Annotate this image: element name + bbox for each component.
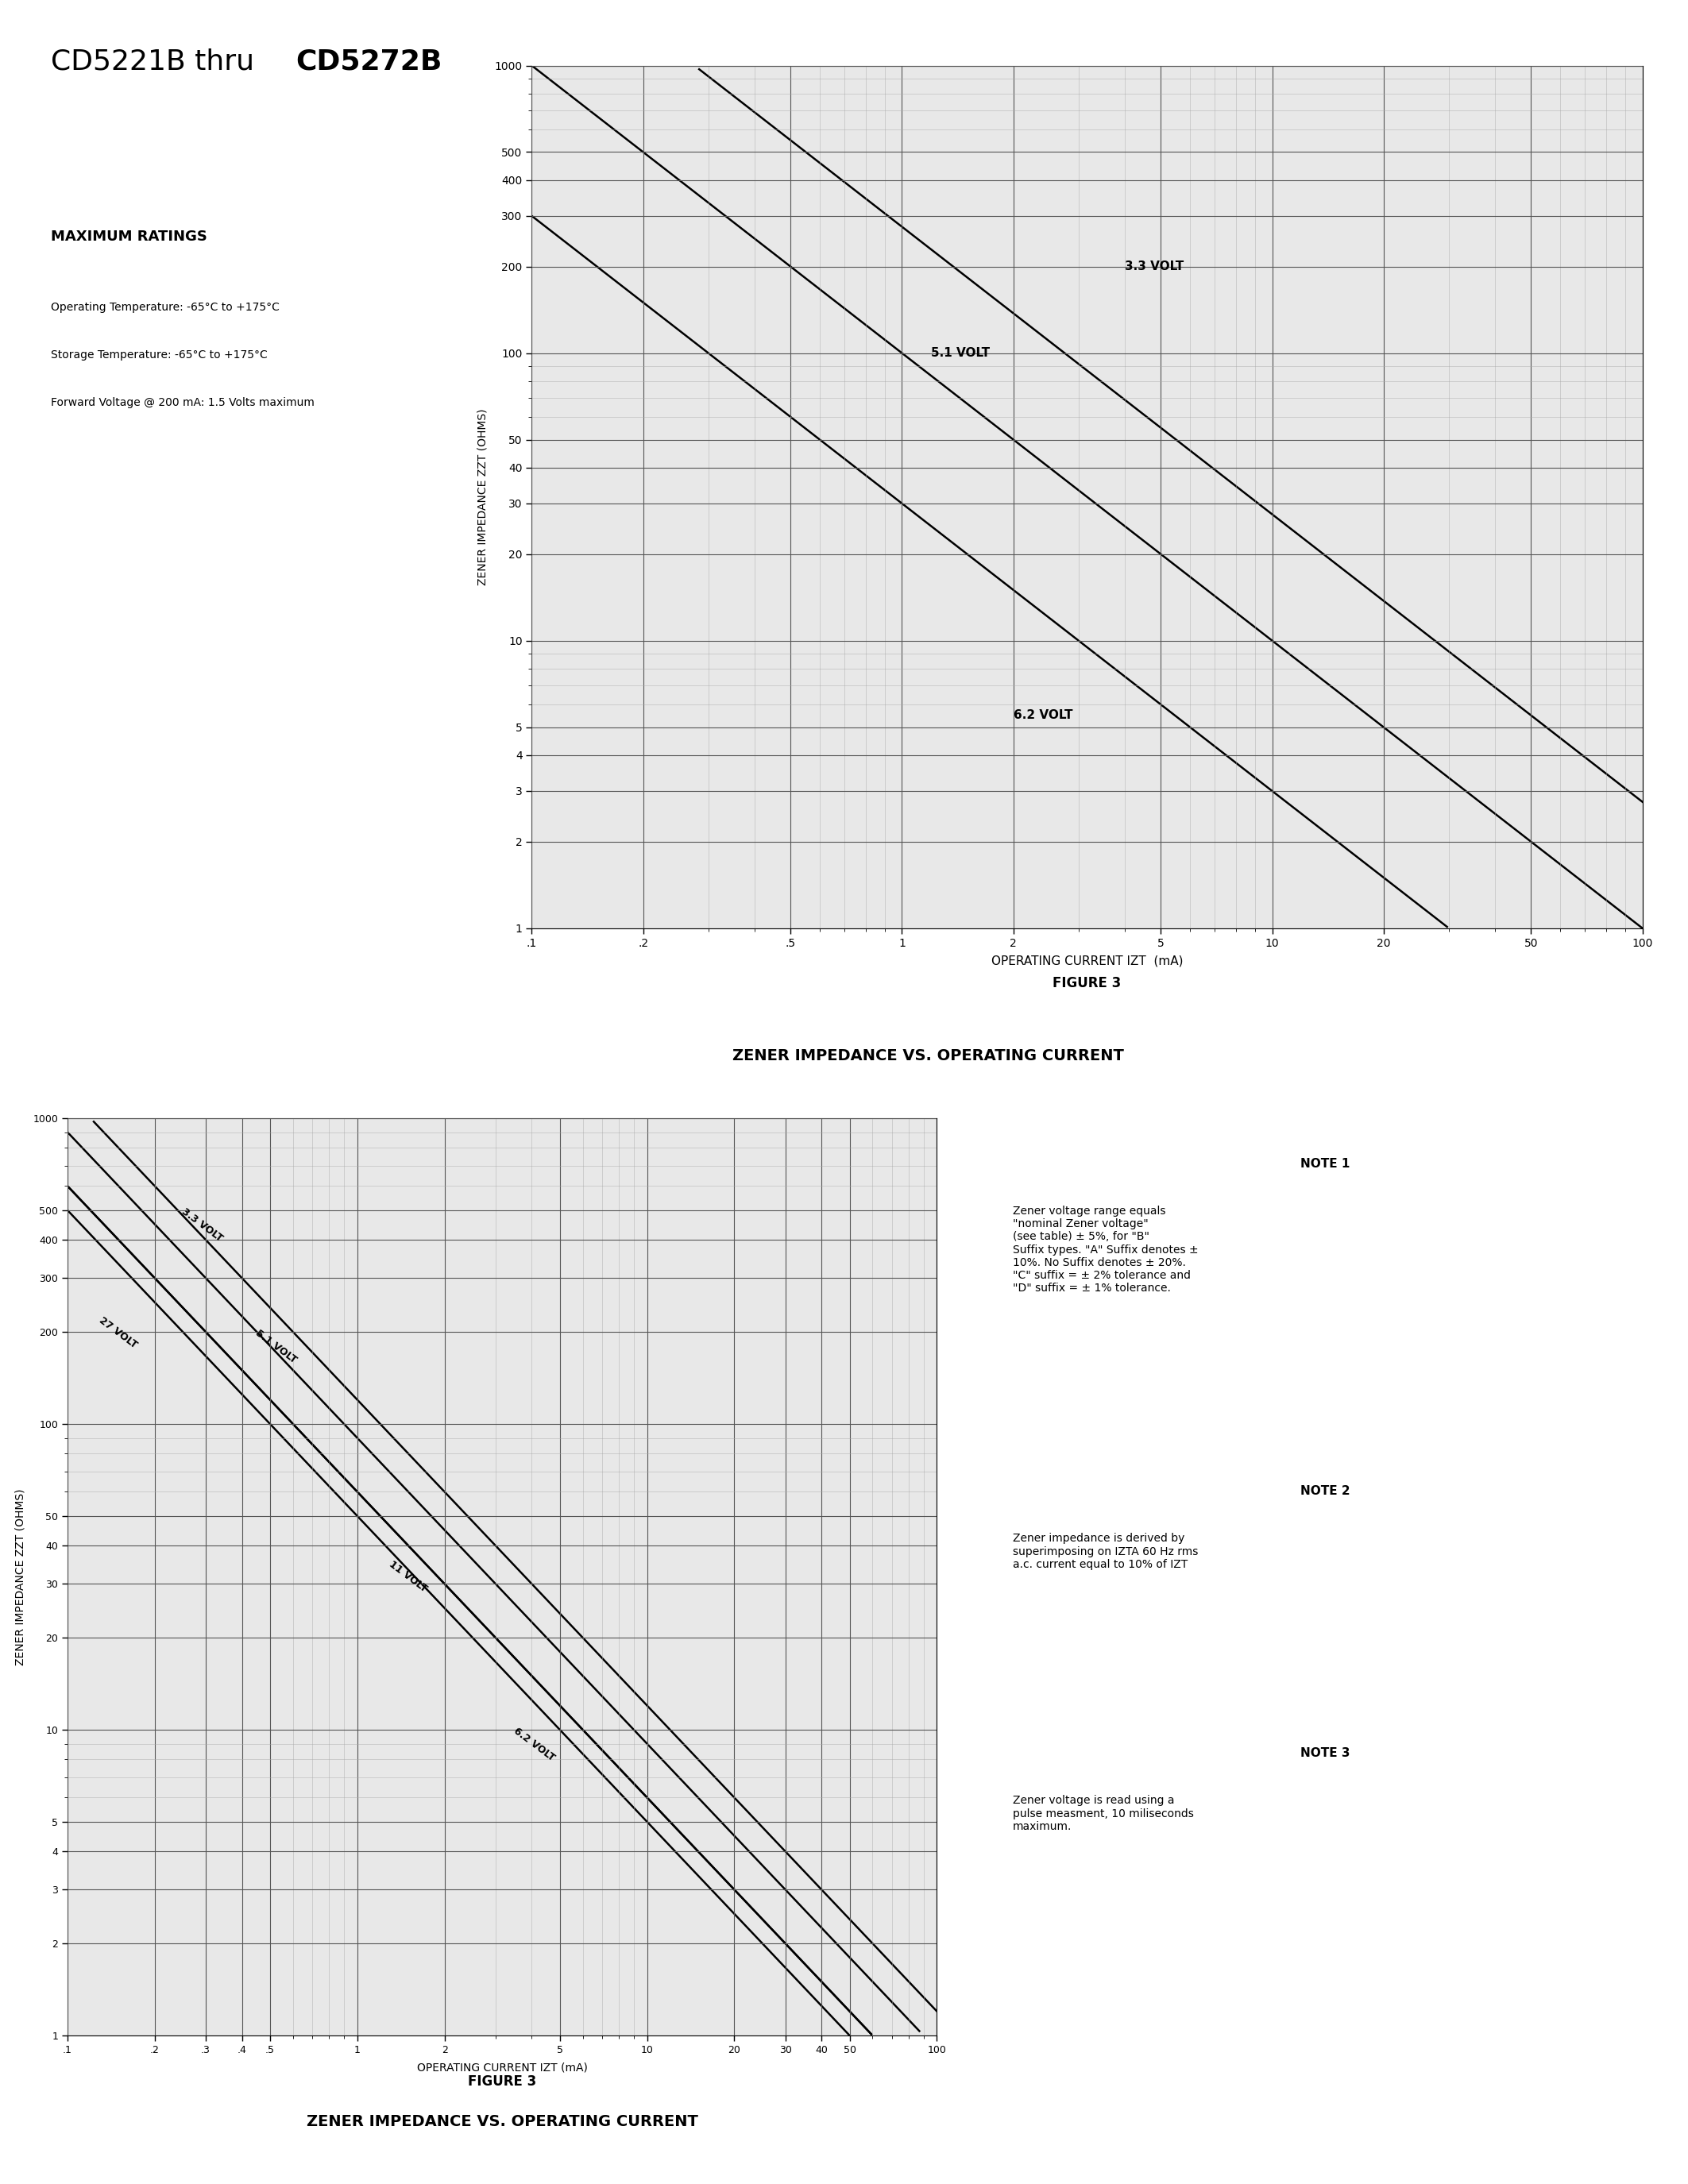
Text: CD5221B thru: CD5221B thru [51,48,263,74]
Text: MAXIMUM RATINGS: MAXIMUM RATINGS [51,229,208,245]
Text: ZENER IMPEDANCE VS. OPERATING CURRENT: ZENER IMPEDANCE VS. OPERATING CURRENT [733,1048,1124,1064]
Text: 27 VOLT: 27 VOLT [98,1315,140,1350]
X-axis label: OPERATING CURRENT IZT  (mA): OPERATING CURRENT IZT (mA) [991,954,1183,968]
Text: NOTE 3: NOTE 3 [1300,1747,1350,1758]
Text: Zener voltage range equals
"nominal Zener voltage"
(see table) ± 5%, for "B"
Suf: Zener voltage range equals "nominal Zene… [1013,1206,1198,1293]
Text: ZENER IMPEDANCE VS. OPERATING CURRENT: ZENER IMPEDANCE VS. OPERATING CURRENT [307,2114,697,2129]
Text: Storage Temperature: -65°C to +175°C: Storage Temperature: -65°C to +175°C [51,349,267,360]
Y-axis label: ZENER IMPEDANCE ZZT (OHMS): ZENER IMPEDANCE ZZT (OHMS) [476,408,488,585]
Text: FIGURE 3: FIGURE 3 [468,2075,537,2090]
Text: FIGURE 3: FIGURE 3 [1053,976,1121,992]
X-axis label: OPERATING CURRENT IZT (mA): OPERATING CURRENT IZT (mA) [417,2062,587,2073]
Text: NOTE 1: NOTE 1 [1300,1158,1350,1168]
Text: 11 VOLT: 11 VOLT [387,1559,429,1594]
Text: CD5272B: CD5272B [295,48,442,74]
Y-axis label: ZENER IMPEDANCE ZZT (OHMS): ZENER IMPEDANCE ZZT (OHMS) [15,1489,27,1664]
Text: 3.3 VOLT: 3.3 VOLT [1124,260,1183,273]
Text: 5.1 VOLT: 5.1 VOLT [932,347,991,358]
Text: 3.3 VOLT: 3.3 VOLT [179,1206,225,1243]
Text: 6.2 VOLT: 6.2 VOLT [1013,710,1072,721]
Text: Zener voltage is read using a
pulse measment, 10 miliseconds
maximum.: Zener voltage is read using a pulse meas… [1013,1795,1193,1832]
Text: Forward Voltage @ 200 mA: 1.5 Volts maximum: Forward Voltage @ 200 mA: 1.5 Volts maxi… [51,397,314,408]
Text: NOTE 2: NOTE 2 [1300,1485,1350,1496]
Text: Zener impedance is derived by
superimposing on IZTA 60 Hz rms
a.c. current equal: Zener impedance is derived by superimpos… [1013,1533,1198,1570]
Text: 6.2 VOLT: 6.2 VOLT [511,1725,557,1762]
Text: 5.1 VOLT: 5.1 VOLT [253,1328,299,1365]
Text: Operating Temperature: -65°C to +175°C: Operating Temperature: -65°C to +175°C [51,301,279,312]
